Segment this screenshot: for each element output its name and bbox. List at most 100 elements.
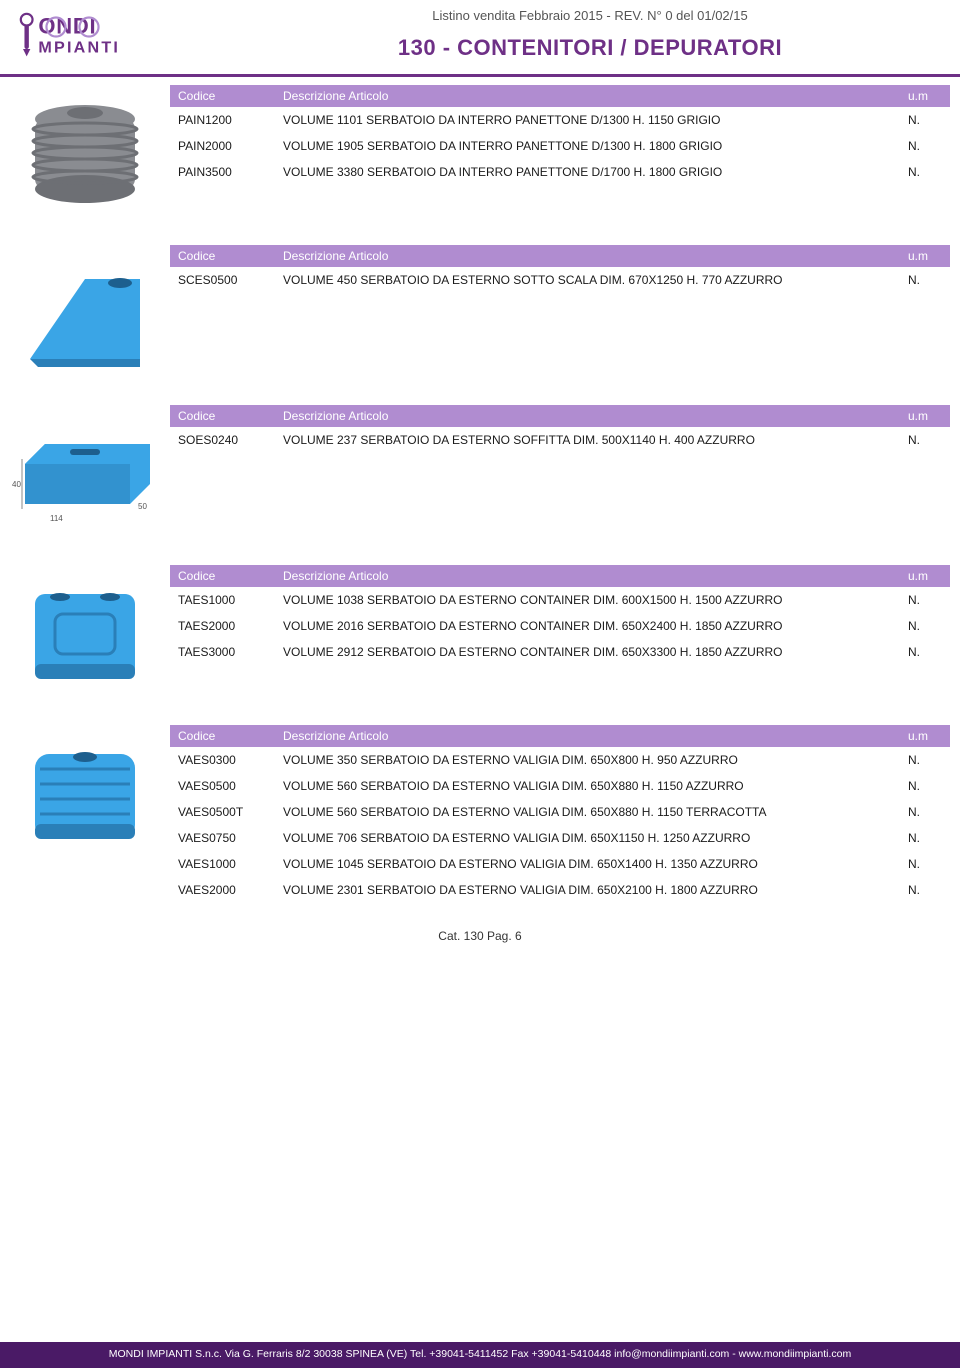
table-header-desc: Descrizione Articolo (275, 245, 900, 267)
cell-code: PAIN3500 (170, 159, 275, 185)
cell-desc: VOLUME 1045 SERBATOIO DA ESTERNO VALIGIA… (275, 851, 900, 877)
cell-code: SCES0500 (170, 267, 275, 293)
table-row: SOES0240VOLUME 237 SERBATOIO DA ESTERNO … (170, 427, 950, 453)
cell-um: N. (900, 851, 950, 877)
svg-text:MPIANTI: MPIANTI (38, 39, 120, 57)
cell-um: N. (900, 107, 950, 133)
cell-desc: VOLUME 350 SERBATOIO DA ESTERNO VALIGIA … (275, 747, 900, 773)
cell-desc: VOLUME 560 SERBATOIO DA ESTERNO VALIGIA … (275, 773, 900, 799)
page-header: ONDI MPIANTI Listino vendita Febbraio 20… (0, 0, 960, 77)
product-table: CodiceDescrizione Articolou.mSCES0500VOL… (170, 245, 950, 293)
cell-desc: VOLUME 1905 SERBATOIO DA INTERRO PANETTO… (275, 133, 900, 159)
cell-um: N. (900, 799, 950, 825)
cell-desc: VOLUME 2912 SERBATOIO DA ESTERNO CONTAIN… (275, 639, 900, 665)
product-table-wrap: CodiceDescrizione Articolou.mSOES0240VOL… (170, 405, 950, 539)
cell-code: VAES0300 (170, 747, 275, 773)
cell-code: SOES0240 (170, 427, 275, 453)
category-title: 130 - CONTENITORI / DEPURATORI (232, 35, 948, 61)
content-area: CodiceDescrizione Articolou.mPAIN1200VOL… (0, 77, 960, 903)
table-row: TAES3000VOLUME 2912 SERBATOIO DA ESTERNO… (170, 639, 950, 665)
cell-code: VAES0750 (170, 825, 275, 851)
cell-code: VAES1000 (170, 851, 275, 877)
table-row: PAIN2000VOLUME 1905 SERBATOIO DA INTERRO… (170, 133, 950, 159)
cell-um: N. (900, 133, 950, 159)
table-header-desc: Descrizione Articolo (275, 85, 900, 107)
product-table: CodiceDescrizione Articolou.mPAIN1200VOL… (170, 85, 950, 185)
svg-text:114: 114 (50, 514, 63, 523)
table-header-um: u.m (900, 85, 950, 107)
product-image-icon (10, 249, 160, 379)
product-image-icon (10, 569, 160, 699)
cell-desc: VOLUME 706 SERBATOIO DA ESTERNO VALIGIA … (275, 825, 900, 851)
product-section: 4011450CodiceDescrizione Articolou.mSOES… (10, 405, 950, 539)
product-table-wrap: CodiceDescrizione Articolou.mTAES1000VOL… (170, 565, 950, 699)
header-text: Listino vendita Febbraio 2015 - REV. N° … (232, 6, 948, 61)
cell-desc: VOLUME 450 SERBATOIO DA ESTERNO SOTTO SC… (275, 267, 900, 293)
product-section: CodiceDescrizione Articolou.mVAES0300VOL… (10, 725, 950, 903)
table-header-code: Codice (170, 725, 275, 747)
product-image-icon: 4011450 (10, 409, 160, 539)
table-row: VAES0500TVOLUME 560 SERBATOIO DA ESTERNO… (170, 799, 950, 825)
table-row: VAES2000VOLUME 2301 SERBATOIO DA ESTERNO… (170, 877, 950, 903)
table-row: VAES0300VOLUME 350 SERBATOIO DA ESTERNO … (170, 747, 950, 773)
product-image (10, 85, 170, 219)
cell-code: PAIN1200 (170, 107, 275, 133)
table-header-code: Codice (170, 565, 275, 587)
table-header-desc: Descrizione Articolo (275, 405, 900, 427)
table-header-code: Codice (170, 85, 275, 107)
table-header-code: Codice (170, 405, 275, 427)
product-table-wrap: CodiceDescrizione Articolou.mPAIN1200VOL… (170, 85, 950, 219)
product-table: CodiceDescrizione Articolou.mSOES0240VOL… (170, 405, 950, 453)
cell-code: TAES2000 (170, 613, 275, 639)
table-row: VAES0500VOLUME 560 SERBATOIO DA ESTERNO … (170, 773, 950, 799)
cell-desc: VOLUME 2301 SERBATOIO DA ESTERNO VALIGIA… (275, 877, 900, 903)
cell-um: N. (900, 639, 950, 665)
logo: ONDI MPIANTI (12, 6, 232, 70)
cell-um: N. (900, 427, 950, 453)
product-table: CodiceDescrizione Articolou.mVAES0300VOL… (170, 725, 950, 903)
table-header-um: u.m (900, 245, 950, 267)
cell-code: VAES0500T (170, 799, 275, 825)
cell-code: VAES2000 (170, 877, 275, 903)
table-row: TAES2000VOLUME 2016 SERBATOIO DA ESTERNO… (170, 613, 950, 639)
cell-um: N. (900, 773, 950, 799)
product-table: CodiceDescrizione Articolou.mTAES1000VOL… (170, 565, 950, 665)
cell-um: N. (900, 587, 950, 613)
product-image-icon (10, 89, 160, 219)
table-header-code: Codice (170, 245, 275, 267)
product-image-icon (10, 729, 160, 859)
product-section: CodiceDescrizione Articolou.mSCES0500VOL… (10, 245, 950, 379)
cell-code: TAES1000 (170, 587, 275, 613)
footer-page-line: Cat. 130 Pag. 6 (438, 929, 521, 943)
cell-desc: VOLUME 560 SERBATOIO DA ESTERNO VALIGIA … (275, 799, 900, 825)
cell-um: N. (900, 613, 950, 639)
table-row: VAES1000VOLUME 1045 SERBATOIO DA ESTERNO… (170, 851, 950, 877)
listino-line: Listino vendita Febbraio 2015 - REV. N° … (232, 8, 948, 23)
table-row: PAIN3500VOLUME 3380 SERBATOIO DA INTERRO… (170, 159, 950, 185)
product-image (10, 245, 170, 379)
svg-text:50: 50 (138, 502, 147, 511)
cell-desc: VOLUME 237 SERBATOIO DA ESTERNO SOFFITTA… (275, 427, 900, 453)
footer-bar: MONDI IMPIANTI S.n.c. Via G. Ferraris 8/… (0, 1342, 960, 1368)
table-row: SCES0500VOLUME 450 SERBATOIO DA ESTERNO … (170, 267, 950, 293)
table-header-um: u.m (900, 725, 950, 747)
cell-desc: VOLUME 1101 SERBATOIO DA INTERRO PANETTO… (275, 107, 900, 133)
cell-um: N. (900, 747, 950, 773)
cell-code: PAIN2000 (170, 133, 275, 159)
cell-code: VAES0500 (170, 773, 275, 799)
cell-code: TAES3000 (170, 639, 275, 665)
product-image: 4011450 (10, 405, 170, 539)
table-header-desc: Descrizione Articolo (275, 565, 900, 587)
product-image (10, 725, 170, 903)
cell-um: N. (900, 877, 950, 903)
table-row: TAES1000VOLUME 1038 SERBATOIO DA ESTERNO… (170, 587, 950, 613)
cell-um: N. (900, 159, 950, 185)
cell-desc: VOLUME 2016 SERBATOIO DA ESTERNO CONTAIN… (275, 613, 900, 639)
table-header-um: u.m (900, 565, 950, 587)
cell-um: N. (900, 267, 950, 293)
product-image (10, 565, 170, 699)
logo-svg: ONDI MPIANTI (12, 6, 232, 70)
table-row: VAES0750VOLUME 706 SERBATOIO DA ESTERNO … (170, 825, 950, 851)
footer-page-line-wrap: Cat. 130 Pag. 6 (0, 929, 960, 943)
table-row: PAIN1200VOLUME 1101 SERBATOIO DA INTERRO… (170, 107, 950, 133)
